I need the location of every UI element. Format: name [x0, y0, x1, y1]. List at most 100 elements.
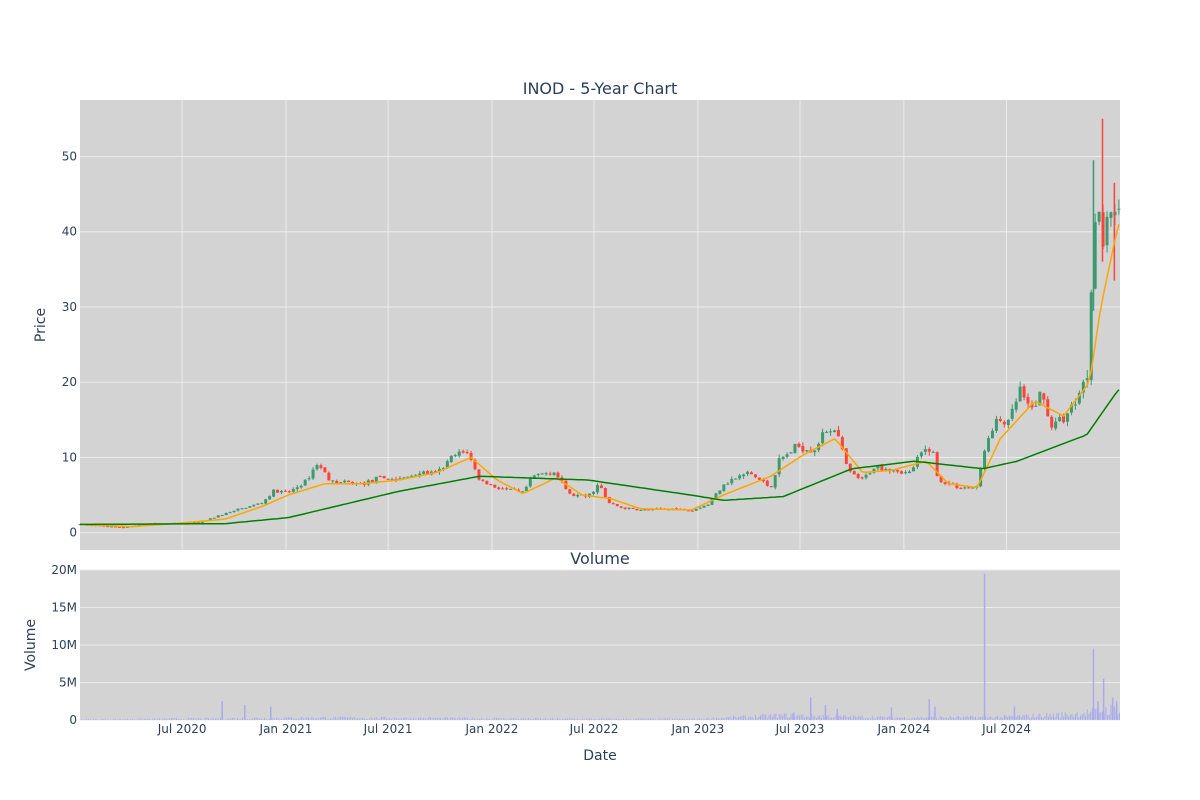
volume-bar	[289, 717, 291, 720]
volume-bar	[800, 715, 802, 720]
volume-bar	[357, 718, 359, 720]
volume-bar	[692, 718, 694, 720]
volume-bar	[870, 718, 872, 720]
volume-bar	[661, 719, 663, 720]
volume-bar	[942, 717, 944, 720]
candle-body	[208, 518, 212, 521]
volume-bar	[209, 719, 211, 720]
candle-body	[118, 526, 122, 528]
candle-body	[291, 489, 295, 492]
candle-body	[706, 504, 710, 506]
volume-bar	[866, 717, 868, 720]
volume-bar	[650, 718, 652, 720]
date-x-tick-label: Jul 2023	[775, 722, 825, 736]
candle-body	[864, 474, 868, 478]
volume-bar	[96, 718, 98, 720]
volume-bar	[726, 717, 728, 720]
volume-bar	[890, 707, 893, 720]
volume-bar	[1029, 718, 1031, 720]
candle-body	[1006, 419, 1010, 426]
volume-bar	[1100, 712, 1102, 720]
volume-bar	[1057, 712, 1059, 720]
volume-y-tick-labels: 0 5M 10M 15M 20M	[51, 563, 77, 727]
candle-body	[307, 478, 311, 480]
volume-bar	[1092, 648, 1095, 720]
candle-body	[939, 476, 943, 483]
candle-body	[631, 507, 635, 509]
volume-bar	[990, 716, 992, 720]
volume-bar	[182, 718, 184, 720]
volume-bar	[313, 718, 315, 720]
volume-bar	[577, 718, 579, 720]
volume-bar	[363, 718, 365, 720]
volume-bar	[189, 718, 191, 720]
volume-bar	[969, 715, 971, 720]
volume-bar	[898, 717, 900, 720]
candle-body	[892, 470, 896, 472]
volume-bar	[1074, 714, 1076, 720]
volume-y-tick-label: 15M	[51, 601, 77, 615]
volume-bar	[506, 719, 508, 720]
volume-bar	[878, 716, 880, 720]
volume-bar	[702, 718, 704, 720]
volume-bar	[225, 719, 227, 720]
candle-body	[647, 509, 651, 511]
volume-bar	[216, 718, 218, 720]
volume-bar	[743, 715, 745, 720]
candle-body	[532, 475, 536, 479]
candle-body	[1038, 391, 1042, 406]
candle-body	[501, 488, 505, 490]
candle-body	[378, 476, 382, 478]
candle-body	[722, 484, 726, 492]
candle-body	[193, 522, 197, 524]
date-x-tick-label: Jul 2020	[157, 722, 207, 736]
long-moving-average-line	[80, 389, 1120, 526]
candle-body	[283, 490, 287, 492]
volume-bar	[297, 718, 299, 720]
volume-bar	[595, 719, 597, 720]
candle-body	[619, 506, 623, 508]
volume-bar	[523, 718, 525, 720]
volume-bar	[832, 717, 834, 720]
volume-bar	[526, 718, 528, 720]
volume-bar	[883, 716, 885, 720]
volume-bar	[1039, 713, 1041, 720]
volume-bar	[700, 719, 702, 720]
volume-bar	[82, 719, 84, 720]
candle-body	[1105, 216, 1109, 246]
volume-bar	[609, 718, 611, 720]
volume-bar	[863, 718, 865, 720]
volume-bar	[497, 717, 499, 720]
volume-bar	[936, 717, 938, 720]
candle-body	[568, 489, 572, 494]
candle-body	[544, 473, 548, 475]
volume-bar	[445, 717, 447, 720]
candle-body	[1018, 386, 1022, 402]
candle-body	[1077, 392, 1081, 404]
volume-bar	[130, 719, 132, 720]
volume-bar	[565, 718, 567, 720]
volume-bar	[714, 719, 716, 720]
volume-bar	[1052, 714, 1054, 720]
volume-bar	[892, 717, 894, 720]
volume-bar	[1105, 707, 1107, 720]
volume-bar	[975, 716, 977, 720]
candle-body	[576, 494, 580, 497]
candle-body	[797, 443, 801, 447]
volume-bar	[306, 717, 308, 720]
volume-bar	[291, 717, 293, 720]
candle-body	[821, 432, 825, 444]
volume-bar	[242, 717, 244, 720]
candle-body	[327, 472, 331, 481]
volume-bar	[617, 718, 619, 720]
volume-bar	[597, 719, 599, 720]
volume-bar	[749, 717, 751, 720]
volume-bar	[1005, 715, 1007, 720]
candle-body	[232, 510, 236, 513]
candle-body	[1014, 401, 1018, 410]
candle-body	[1093, 222, 1097, 289]
volume-bar	[614, 718, 616, 720]
volume-bar	[807, 716, 809, 720]
candle-body	[742, 474, 746, 477]
volume-bar	[220, 717, 222, 720]
